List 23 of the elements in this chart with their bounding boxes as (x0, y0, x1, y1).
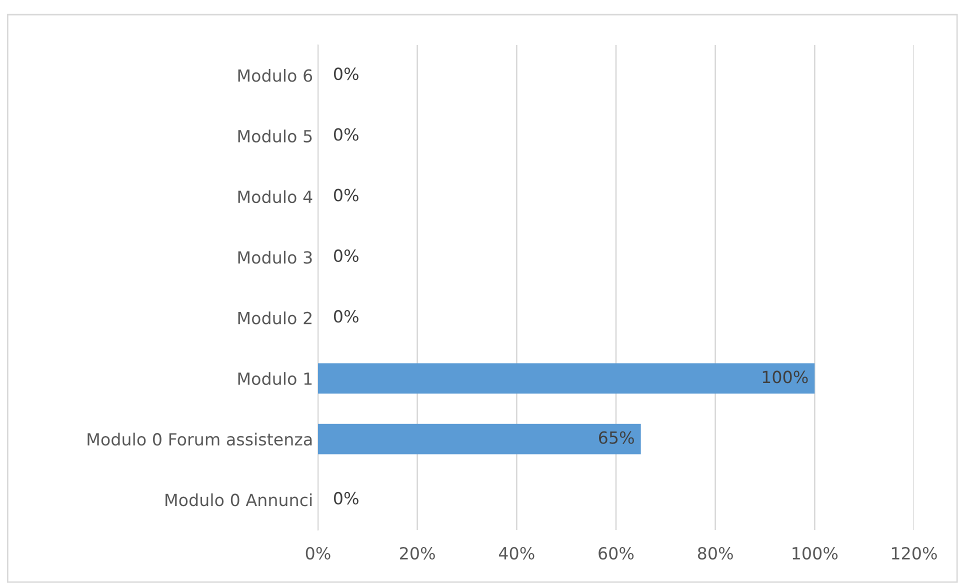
data-label: 100% (762, 370, 808, 384)
data-label: 0% (334, 68, 358, 80)
x-tick-label: 80% (698, 546, 733, 560)
x-tick-label: 100% (792, 546, 838, 560)
y-tick-label: Modulo 6 (238, 68, 312, 82)
y-tick-label: Modulo 0 Forum assistenza (88, 432, 312, 446)
y-tick-label: Modulo 3 (238, 250, 312, 264)
data-label: 0% (334, 249, 358, 262)
data-label: 65% (598, 431, 634, 444)
y-tick-label: Modulo 4 (238, 190, 312, 204)
y-tick-label: Modulo 1 (238, 372, 312, 386)
x-tick-label: 20% (400, 546, 435, 560)
x-tick-label: 0% (306, 546, 330, 560)
y-tick-label: Modulo 0 Annunci (166, 493, 312, 506)
x-tick-label: 120% (892, 546, 937, 560)
data-label: 0% (334, 310, 358, 323)
data-label: 0% (334, 492, 358, 505)
x-tick-label: 60% (598, 546, 634, 560)
data-label: 0% (334, 128, 358, 141)
data-label: 0% (334, 188, 358, 202)
y-tick-label: Modulo 5 (238, 130, 312, 143)
x-tick-label: 40% (498, 546, 534, 560)
y-tick-label: Modulo 2 (238, 311, 312, 324)
